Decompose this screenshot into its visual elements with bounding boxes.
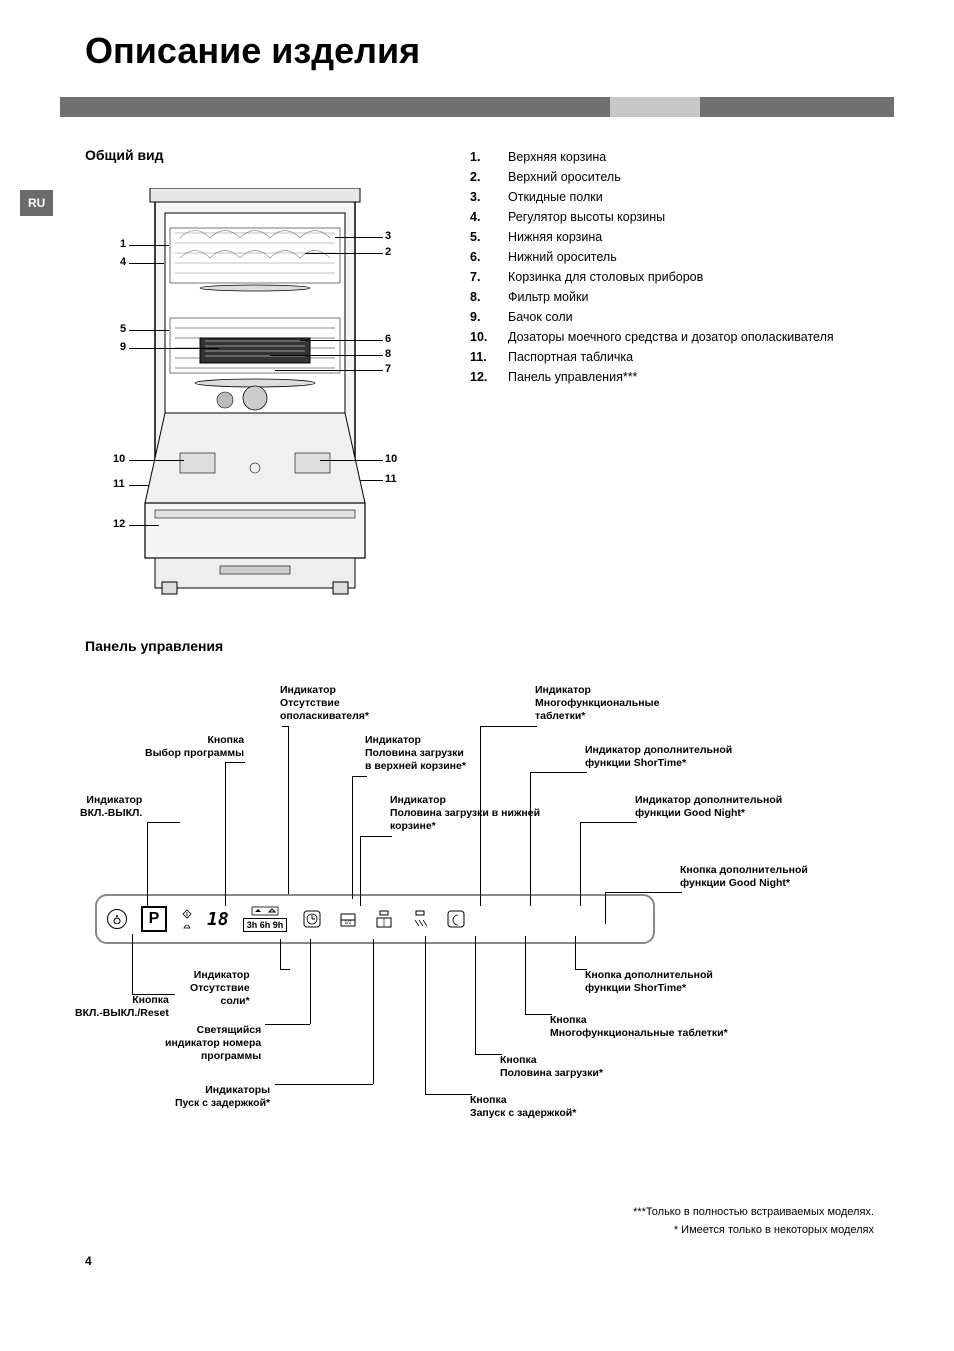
svg-text:1/2: 1/2 <box>345 920 352 926</box>
program-button-icon: P <box>141 906 167 932</box>
panel-label: Кнопка ВКЛ.-ВЫКЛ./Reset <box>75 994 169 1020</box>
callout-1: 1 <box>120 238 126 250</box>
list-item: 12.Панель управления*** <box>470 367 894 387</box>
control-panel-diagram: P 18 3h 6h 9h 1/2 <box>85 674 885 1184</box>
list-item: 8.Фильтр мойки <box>470 287 894 307</box>
list-item: 2.Верхний ороситель <box>470 167 894 187</box>
callout-11l: 11 <box>113 478 125 490</box>
language-tab: RU <box>20 190 53 216</box>
parts-list: 1.Верхняя корзина 2.Верхний ороситель 3.… <box>470 147 894 387</box>
dishwasher-svg <box>140 188 370 598</box>
program-number-display: 18 <box>207 909 229 930</box>
list-item: 6.Нижний ороситель <box>470 247 894 267</box>
delay-start-icon <box>301 908 323 930</box>
goodnight-icon <box>445 908 467 930</box>
panel-label: Кнопка дополнительной функции Good Night… <box>680 864 808 890</box>
panel-label: Индикатор дополнительной функции Good Ni… <box>635 794 782 820</box>
tabs-icon <box>373 908 395 930</box>
callout-10r: 10 <box>385 453 397 465</box>
divider <box>60 97 894 117</box>
panel-label: Кнопка Выбор программы <box>145 734 244 760</box>
panel-label: Индикатор Половина загрузки в нижней кор… <box>390 794 540 833</box>
list-item: 5.Нижняя корзина <box>470 227 894 247</box>
callout-7: 7 <box>385 363 391 375</box>
list-item: 7.Корзинка для столовых приборов <box>470 267 894 287</box>
callout-11r: 11 <box>385 473 397 485</box>
callout-8: 8 <box>385 348 391 360</box>
list-item: 3.Откидные полки <box>470 187 894 207</box>
divider-seg-2 <box>610 97 700 117</box>
page-number: 4 <box>85 1254 894 1268</box>
callout-4: 4 <box>120 256 126 268</box>
callout-10l: 10 <box>113 453 125 465</box>
list-item: 4.Регулятор высоты корзины <box>470 207 894 227</box>
panel-label: Кнопка Многофункциональные таблетки* <box>550 1014 728 1040</box>
callout-12: 12 <box>113 518 125 530</box>
shortime-icon <box>409 908 431 930</box>
divider-seg-1 <box>60 97 610 117</box>
panel-label: Индикаторы Пуск с задержкой* <box>175 1084 270 1110</box>
panel-label: Кнопка Запуск с задержкой* <box>470 1094 576 1120</box>
half-load-icon: 1/2 <box>337 908 359 930</box>
dishwasher-diagram: 1 4 5 9 10 11 12 3 2 6 <box>85 178 425 598</box>
panel-label: Кнопка Половина загрузки* <box>500 1054 603 1080</box>
callout-9: 9 <box>120 341 126 353</box>
overview-heading: Общий вид <box>85 147 440 163</box>
footnote-1: ***Только в полностью встраиваемых модел… <box>60 1204 874 1222</box>
power-button-icon <box>107 909 127 929</box>
rinse-salt-icons <box>181 909 193 930</box>
page-title: Описание изделия <box>85 30 894 72</box>
panel-label: Индикатор Отсутствие соли* <box>190 969 250 1008</box>
list-item: 10.Дозаторы моечного средства и дозатор … <box>470 327 894 347</box>
callout-6: 6 <box>385 333 391 345</box>
list-item: 1.Верхняя корзина <box>470 147 894 167</box>
footnote-2: * Имеется только в некоторых моделях <box>60 1222 874 1240</box>
panel-heading: Панель управления <box>85 638 894 654</box>
callout-3: 3 <box>385 230 391 242</box>
panel-label: Светящийся индикатор номера программы <box>165 1024 261 1063</box>
callout-2: 2 <box>385 246 391 258</box>
panel-label: Индикатор дополнительной функции ShorTim… <box>585 744 732 770</box>
footnotes: ***Только в полностью встраиваемых модел… <box>60 1204 894 1239</box>
panel-label: Индикатор Многофункциональные таблетки* <box>535 684 659 723</box>
divider-seg-3 <box>700 97 894 117</box>
panel-label: Кнопка дополнительной функции ShorTime* <box>585 969 713 995</box>
callout-5: 5 <box>120 323 126 335</box>
panel-label: Индикатор Половина загрузки в верхней ко… <box>365 734 466 773</box>
list-item: 11.Паспортная табличка <box>470 347 894 367</box>
panel-label: Индикатор ВКЛ.-ВЫКЛ. <box>80 794 142 820</box>
control-panel: P 18 3h 6h 9h 1/2 <box>95 894 655 944</box>
zone-delay-icons: 3h 6h 9h <box>243 906 288 932</box>
panel-label: Индикатор Отсутствие ополаскивателя* <box>280 684 369 723</box>
list-item: 9.Бачок соли <box>470 307 894 327</box>
